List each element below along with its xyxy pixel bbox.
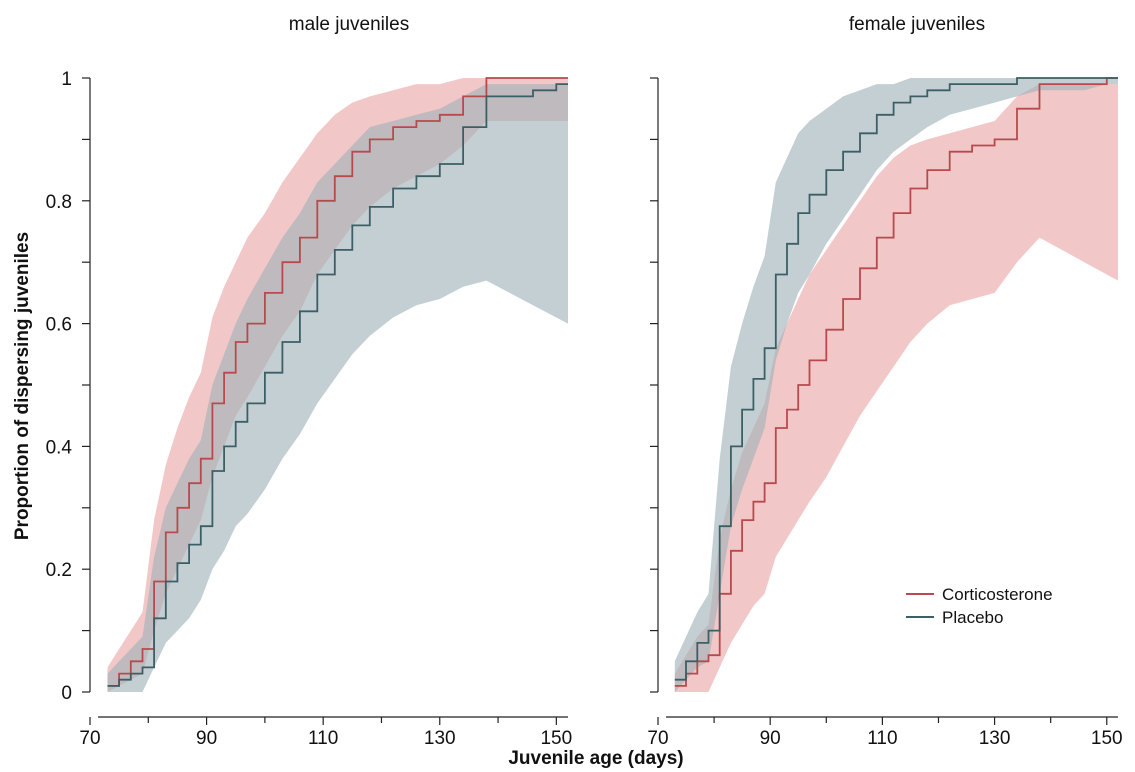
female-x-tick-label: 70 — [647, 728, 668, 749]
female-lines-layer — [674, 77, 1118, 687]
legend-corticosterone-label: Corticosterone — [942, 585, 1053, 604]
male-y-tick-label: 1 — [61, 69, 72, 90]
male-x-tick-label: 130 — [424, 728, 456, 749]
female-corticosterone-line — [674, 77, 1118, 687]
legend-placebo-label: Placebo — [942, 608, 1003, 627]
female-x-tick-label: 150 — [1091, 728, 1123, 749]
x-axis-title: Juvenile age (days) — [508, 748, 683, 769]
male-y-tick-label: 0 — [61, 683, 72, 704]
male-y-tick-label: 0.2 — [46, 560, 72, 581]
male-corticosterone-line — [107, 77, 568, 687]
legend: Corticosterone Placebo — [906, 585, 1053, 627]
y-axis-title: Proportion of dispersing juveniles — [12, 232, 33, 540]
male-juveniles-panel: male juveniles 70 90 110 130 150 0 0.2 0.4 0.6 0.… — [46, 14, 573, 749]
male-axes-layer: 70 90 110 130 150 0 0.2 0.4 0.6 0.8 1 — [46, 69, 573, 749]
male-lines-layer — [107, 77, 568, 687]
female-placebo-line — [674, 77, 1118, 681]
female-axes-layer: 70 90 110 130 150 — [647, 77, 1123, 749]
female-x-tick-label: 90 — [760, 728, 781, 749]
male-x-tick-label: 70 — [79, 728, 100, 749]
male-bands-layer — [107, 78, 568, 693]
male-y-tick-label: 0.8 — [46, 192, 72, 213]
female-bands-layer — [674, 78, 1118, 693]
female-x-tick-label: 110 — [867, 728, 897, 749]
female-juveniles-panel: female juveniles 70 90 110 130 150 — [647, 14, 1122, 749]
male-placebo-confidence-band — [107, 84, 568, 693]
male-y-tick-label: 0.4 — [46, 437, 73, 458]
female-corticosterone-confidence-band — [674, 84, 1118, 693]
male-placebo-line — [107, 83, 568, 687]
male-x-tick-label: 90 — [196, 728, 217, 749]
male-x-tick-label: 110 — [308, 728, 338, 749]
male-juveniles-title: male juveniles — [289, 14, 409, 35]
female-x-tick-label: 130 — [979, 728, 1011, 749]
female-juveniles-title: female juveniles — [849, 14, 985, 35]
male-x-tick-label: 150 — [540, 728, 572, 749]
male-y-tick-label: 0.6 — [46, 315, 72, 336]
female-placebo-confidence-band — [674, 78, 1118, 692]
